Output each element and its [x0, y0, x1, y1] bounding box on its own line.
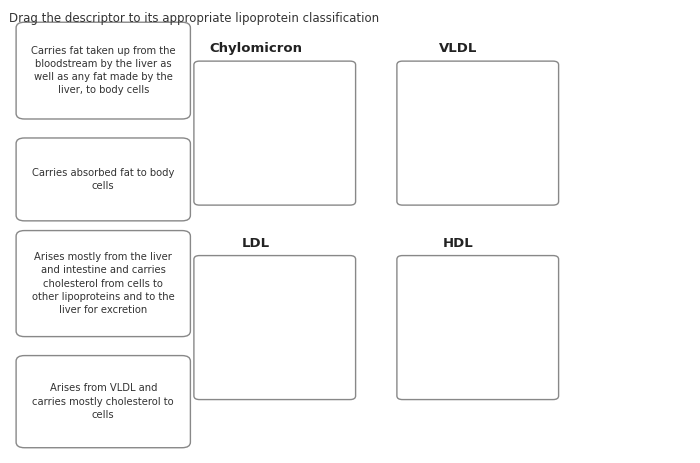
Text: HDL: HDL	[443, 237, 474, 250]
FancyBboxPatch shape	[397, 61, 559, 205]
Text: Arises from VLDL and
carries mostly cholesterol to
cells: Arises from VLDL and carries mostly chol…	[32, 383, 174, 420]
FancyBboxPatch shape	[397, 256, 559, 400]
Text: Arises mostly from the liver
and intestine and carries
cholesterol from cells to: Arises mostly from the liver and intesti…	[32, 252, 174, 315]
FancyBboxPatch shape	[16, 231, 190, 337]
FancyBboxPatch shape	[194, 61, 356, 205]
Text: VLDL: VLDL	[440, 42, 477, 55]
Text: Carries fat taken up from the
bloodstream by the liver as
well as any fat made b: Carries fat taken up from the bloodstrea…	[31, 46, 176, 95]
Text: LDL: LDL	[241, 237, 270, 250]
FancyBboxPatch shape	[16, 138, 190, 221]
FancyBboxPatch shape	[16, 22, 190, 119]
Text: Drag the descriptor to its appropriate lipoprotein classification: Drag the descriptor to its appropriate l…	[9, 12, 379, 25]
Text: Chylomicron: Chylomicron	[209, 42, 302, 55]
Text: Carries absorbed fat to body
cells: Carries absorbed fat to body cells	[32, 168, 174, 191]
FancyBboxPatch shape	[16, 356, 190, 448]
FancyBboxPatch shape	[194, 256, 356, 400]
